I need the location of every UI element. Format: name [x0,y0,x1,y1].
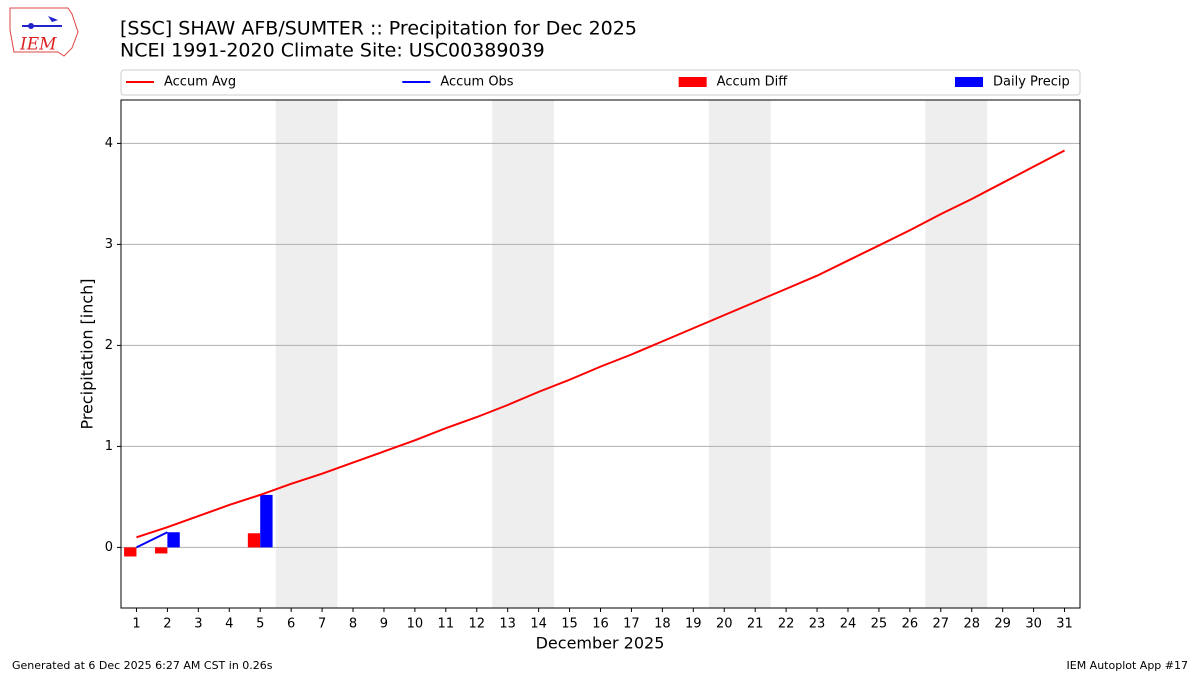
chart-title: [SSC] SHAW AFB/SUMTER :: Precipitation f… [120,18,637,40]
legend-label: Daily Precip [993,75,1070,90]
weekend-shade [708,100,771,608]
y-tick-label: 3 [105,237,113,252]
x-tick-label: 4 [225,617,233,632]
x-tick-label: 3 [194,617,202,632]
bar [247,533,261,548]
plot-frame [120,99,1081,609]
x-tick-label: 15 [561,617,578,632]
legend-label: Accum Diff [717,75,789,90]
x-tick-label: 31 [1056,617,1073,632]
bar [167,532,180,548]
y-tick-label: 2 [105,338,113,353]
x-tick-label: 10 [407,617,424,632]
x-axis-label: December 2025 [536,634,665,653]
weekend-shade [925,100,988,608]
x-tick-label: 19 [685,617,702,632]
legend-swatch [678,77,707,87]
line [136,531,168,549]
weekend-shade [275,100,338,608]
x-tick-label: 1 [132,617,140,632]
x-tick-label: 11 [438,617,455,632]
x-tick-label: 12 [468,617,485,632]
x-tick-label: 21 [747,617,764,632]
bar [260,494,273,548]
logo: IEM [9,7,79,57]
y-tick-label: 1 [105,439,113,454]
x-tick-label: 14 [530,617,547,632]
line [136,149,1065,539]
legend-label: Accum Obs [440,75,513,90]
x-tick-label: 2 [163,617,171,632]
logo-outline [9,7,79,57]
legend-label: Accum Avg [164,75,236,90]
x-tick-label: 27 [933,617,950,632]
x-tick-label: 22 [778,617,795,632]
x-tick-label: 23 [809,617,826,632]
x-tick-label: 13 [499,617,516,632]
x-tick-label: 9 [380,617,388,632]
logo-vane [48,16,58,22]
x-tick-label: 8 [349,617,357,632]
y-tick-label: 4 [105,136,113,151]
y-tick-label: 0 [105,540,113,555]
x-tick-label: 26 [902,617,919,632]
x-tick-label: 25 [871,617,888,632]
legend-box [120,69,1081,96]
chart-subtitle: NCEI 1991-2020 Climate Site: USC00389039 [120,40,545,62]
x-tick-label: 18 [654,617,671,632]
x-tick-label: 6 [287,617,295,632]
x-tick-label: 5 [256,617,264,632]
x-tick-label: 30 [1025,617,1042,632]
logo-dot [28,23,34,29]
logo-text: IEM [19,35,57,55]
bar [124,547,137,557]
weekend-shade [492,100,555,608]
x-tick-label: 20 [716,617,733,632]
x-tick-label: 7 [318,617,326,632]
footer-left: Generated at 6 Dec 2025 6:27 AM CST in 0… [12,659,273,672]
y-axis-label: Precipitation [inch] [78,278,97,429]
x-tick-label: 16 [592,617,609,632]
x-tick-label: 28 [963,617,980,632]
x-tick-label: 17 [623,617,640,632]
x-tick-label: 29 [994,617,1011,632]
legend-swatch [955,77,983,87]
x-tick-label: 24 [840,617,857,632]
footer-right: IEM Autoplot App #17 [1067,659,1189,672]
bar [155,547,168,554]
